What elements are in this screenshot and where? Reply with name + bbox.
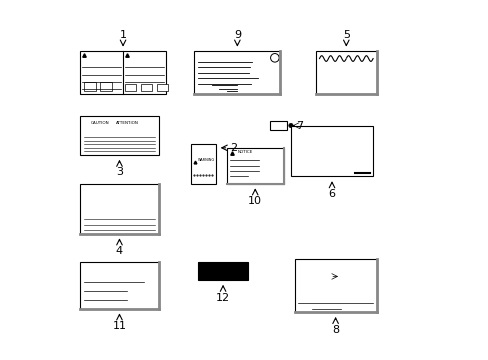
Text: 6: 6 [328, 189, 335, 199]
Text: 5: 5 [342, 30, 349, 40]
Bar [292, 152, 370, 158]
Bar [100, 82, 112, 91]
Text: 4: 4 [116, 246, 123, 256]
Bar [292, 134, 370, 141]
Text: 7: 7 [296, 121, 303, 131]
Bar [194, 51, 280, 94]
Bar [80, 51, 165, 94]
Bar [82, 270, 157, 276]
Bar [80, 116, 159, 155]
Bar [292, 160, 370, 167]
Bar [226, 148, 283, 184]
Bar [290, 126, 372, 176]
Bar [141, 84, 151, 91]
Bar [269, 121, 287, 130]
Bar [123, 208, 144, 216]
Bar [157, 84, 167, 91]
Bar [198, 262, 247, 280]
Bar [308, 269, 329, 287]
Text: 12: 12 [216, 293, 230, 302]
Circle shape [288, 123, 292, 128]
Text: 8: 8 [331, 325, 339, 335]
Bar [83, 82, 96, 91]
Bar [82, 126, 157, 134]
Text: 2: 2 [230, 143, 237, 153]
Text: 11: 11 [112, 321, 126, 331]
Bar [82, 297, 157, 303]
Text: ATTENTION: ATTENTION [116, 121, 139, 125]
Bar [326, 273, 337, 280]
Text: NOTICE: NOTICE [237, 150, 252, 154]
Text: 10: 10 [248, 196, 262, 206]
Bar [80, 184, 159, 234]
Bar [294, 258, 376, 312]
Bar [82, 304, 157, 307]
Bar [82, 288, 157, 294]
Bar [112, 196, 126, 205]
Bar [315, 51, 376, 94]
Bar [333, 278, 351, 291]
Bar [190, 144, 216, 184]
Text: 1: 1 [119, 30, 126, 40]
Text: CAUTION: CAUTION [91, 121, 109, 125]
Text: 9: 9 [233, 30, 241, 40]
Bar [124, 84, 135, 91]
Bar [292, 143, 370, 150]
Text: 3: 3 [116, 167, 122, 177]
Bar [294, 153, 312, 158]
Bar [80, 262, 159, 309]
Bar [83, 191, 105, 208]
Bar [82, 279, 157, 285]
Bar [192, 155, 214, 169]
Text: WARNING: WARNING [198, 158, 215, 162]
